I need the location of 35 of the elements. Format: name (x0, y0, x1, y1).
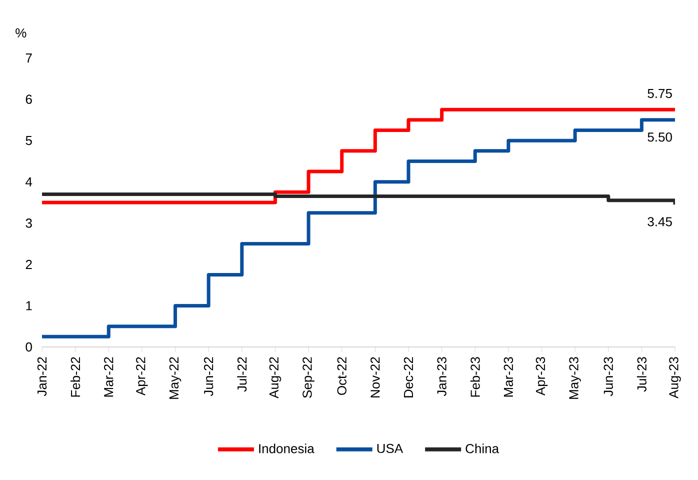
x-tick-label: Oct-22 (337, 357, 346, 395)
legend-label: USA (377, 444, 404, 454)
annotation: 3.45 (648, 217, 672, 226)
x-tick-label: May-22 (169, 357, 182, 399)
y-tick-label: 1 (26, 301, 32, 310)
x-tick-label: Nov-22 (370, 357, 380, 398)
y-tick-label: 4 (26, 177, 32, 186)
annotation: 5.50 (648, 132, 672, 142)
x-tick-label: Mar-23 (504, 357, 514, 397)
y-tick-label: 6 (26, 94, 32, 104)
x-tick-label: Jul-22 (237, 357, 247, 392)
y-tick-label: 5 (26, 136, 32, 146)
x-tick-label: Mar-22 (104, 357, 114, 397)
x-tick-label: Jun-22 (204, 357, 214, 396)
x-tick-label: Aug-23 (669, 357, 681, 398)
x-tick-label: Feb-22 (70, 357, 80, 397)
legend-label: Indonesia (259, 444, 314, 454)
x-tick-label: Dec-22 (404, 357, 414, 398)
y-tick-label: 2 (26, 260, 32, 269)
x-tick-label: Jun-23 (604, 357, 613, 396)
y-tick-label: 3 (26, 218, 32, 228)
y-tick-label: 7 (26, 54, 32, 62)
x-tick-label: May-23 (569, 357, 581, 399)
legend-label: China (466, 444, 500, 454)
annotation: 5.75 (648, 89, 672, 98)
y-tick-label: 0 (26, 342, 32, 352)
x-tick-label: Apr-22 (136, 357, 148, 396)
x-tick-label: Jan-23 (437, 357, 446, 396)
x-tick-label: Jul-23 (636, 357, 646, 392)
x-tick-label: Feb-23 (470, 357, 480, 397)
x-tick-label: Aug-22 (269, 357, 282, 398)
x-tick-label: Sep-22 (302, 357, 314, 398)
x-tick-label: Apr-23 (536, 357, 548, 396)
y-axis-title: % (16, 28, 26, 38)
x-tick-label: Jan-22 (37, 357, 47, 396)
